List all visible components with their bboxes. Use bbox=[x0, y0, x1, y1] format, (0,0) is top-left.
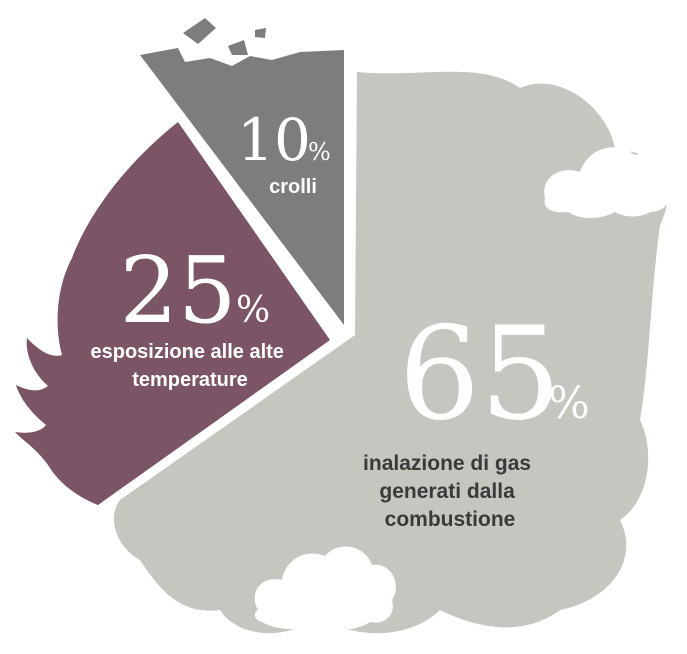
slice-collapses-label-line-1: crolli bbox=[269, 176, 317, 198]
slice-high-temperature-percent-sign: % bbox=[236, 290, 270, 331]
slice-gas-inhalation-label-line-3: combustione bbox=[385, 508, 516, 531]
svg-text:inalazione di gas genera: inalazione di gas generati dalla combust… bbox=[363, 452, 537, 531]
svg-text:crolli: crolli bbox=[269, 176, 317, 198]
slice-gas-inhalation-label-line-2: generati dalla bbox=[379, 480, 515, 503]
rubble-chunk-3 bbox=[255, 28, 266, 38]
slice-high-temperature-value: 25 bbox=[119, 237, 236, 344]
slice-gas-inhalation-label-line-1: inalazione di gas bbox=[363, 452, 531, 475]
cloud-shape-lower bbox=[254, 546, 396, 630]
rubble-chunk-2 bbox=[228, 40, 248, 55]
slice-gas-inhalation-value: 65 bbox=[399, 300, 562, 449]
slice-high-temperature-label-line-2: temperature bbox=[132, 369, 248, 391]
rubble-chunk-1 bbox=[183, 18, 216, 44]
slice-collapses-shape bbox=[140, 48, 344, 325]
slice-gas-inhalation-shape bbox=[113, 71, 668, 634]
slice-high-temperature-label-line-1: esposizione alle alte bbox=[91, 341, 284, 363]
slice-high-temperature-shape bbox=[15, 122, 330, 505]
slice-collapses-value: 10 bbox=[237, 106, 311, 174]
svg-text:esposizione alle alte te: esposizione alle alte temperature bbox=[91, 341, 290, 391]
cloud-shape-upper bbox=[544, 147, 671, 218]
slice-gas-inhalation: 65 % inalazione di gas generati dalla co… bbox=[113, 71, 671, 634]
slice-high-temperature: 25 % esposizione alle alte temperature bbox=[15, 122, 330, 505]
slice-collapses: 10 % crolli bbox=[140, 18, 344, 325]
slice-gas-inhalation-percent-sign: % bbox=[548, 378, 590, 429]
slice-collapses-percent-sign: % bbox=[308, 138, 331, 166]
